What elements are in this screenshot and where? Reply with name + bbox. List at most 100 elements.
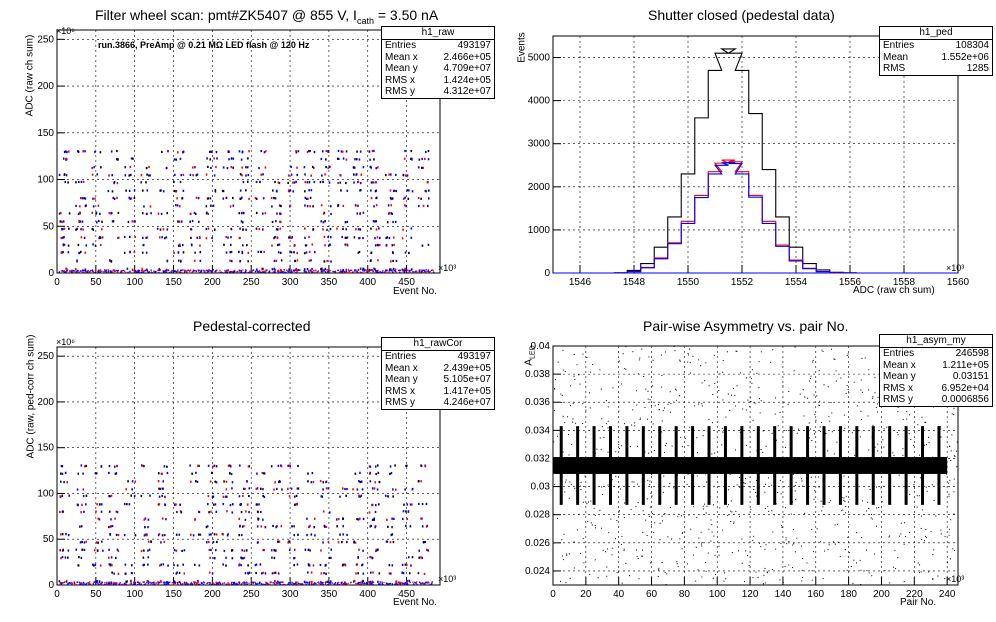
x-tick-label: 160 [807,589,824,600]
data-point [311,267,313,271]
data-point [325,269,327,271]
data-point [241,151,244,154]
data-point [857,430,859,432]
data-point [100,583,102,585]
data-point [76,488,79,491]
data-point [228,158,230,161]
data-point [239,271,241,274]
data-point [853,559,855,561]
data-point [171,581,173,584]
data-point [255,487,258,491]
data-point [75,271,77,273]
data-point [219,269,221,272]
data-point [354,270,356,273]
data-point [328,181,331,184]
data-point [601,426,603,428]
data-point [191,166,194,169]
data-point [98,581,101,584]
data-point [78,271,80,273]
data-point [342,525,345,528]
data-point [203,270,205,272]
data-point [167,583,169,586]
data-point [78,180,80,184]
data-point [758,361,760,363]
data-point [209,583,211,585]
data-point [342,269,345,271]
data-point [95,541,98,544]
data-point [953,513,955,515]
data-point [230,472,233,476]
data-point [59,583,61,585]
data-point [183,549,186,552]
data-point [724,572,726,574]
data-point [256,270,259,272]
data-point [190,581,192,584]
asymmetry-band [553,457,948,474]
data-point [213,464,216,467]
data-point [85,583,87,586]
data-point [216,157,218,160]
data-point [375,472,377,476]
data-point [310,481,313,484]
data-point [700,543,702,545]
data-point [81,540,83,544]
data-point [366,581,368,584]
asymmetry-spike [773,426,777,505]
data-point [419,269,421,271]
data-point [322,541,324,544]
data-point [279,583,281,586]
data-point [193,270,196,272]
data-point [162,190,165,193]
data-point [145,534,148,537]
data-point [406,189,409,192]
data-point [370,181,373,184]
data-point [91,211,94,214]
data-point [227,533,229,536]
data-point [868,449,870,451]
data-point [399,583,402,585]
data-point [634,425,636,427]
data-point [704,503,706,505]
data-point [690,372,692,374]
data-point [320,220,323,223]
data-point [341,235,343,239]
data-point [811,570,813,572]
data-point [293,525,295,528]
data-point [207,197,210,200]
data-point [239,227,241,230]
data-point [950,519,952,521]
data-point [952,548,954,550]
data-point [403,270,406,272]
data-point [163,540,166,543]
data-point [785,430,787,432]
data-point [211,465,214,468]
data-point [206,525,209,528]
data-point [103,583,105,586]
data-point [923,444,925,446]
data-point [68,212,71,215]
data-point [711,453,713,455]
data-point [143,270,145,272]
data-point [124,563,127,566]
data-point [281,581,283,583]
data-point [174,503,176,507]
data-point [65,271,67,274]
data-point [341,583,343,586]
data-point [63,270,65,272]
data-point [74,582,76,584]
data-point [230,228,233,231]
asymmetry-spike [871,426,875,505]
data-point [421,270,423,272]
data-point [159,269,161,271]
data-point [207,270,209,272]
data-point [176,571,178,574]
data-point [634,422,636,424]
data-point [357,572,359,575]
data-point [194,166,196,169]
data-point [785,537,787,539]
data-point [145,236,148,239]
data-point [726,506,728,508]
data-point [293,503,296,506]
data-point [408,579,411,582]
data-point [647,390,649,392]
